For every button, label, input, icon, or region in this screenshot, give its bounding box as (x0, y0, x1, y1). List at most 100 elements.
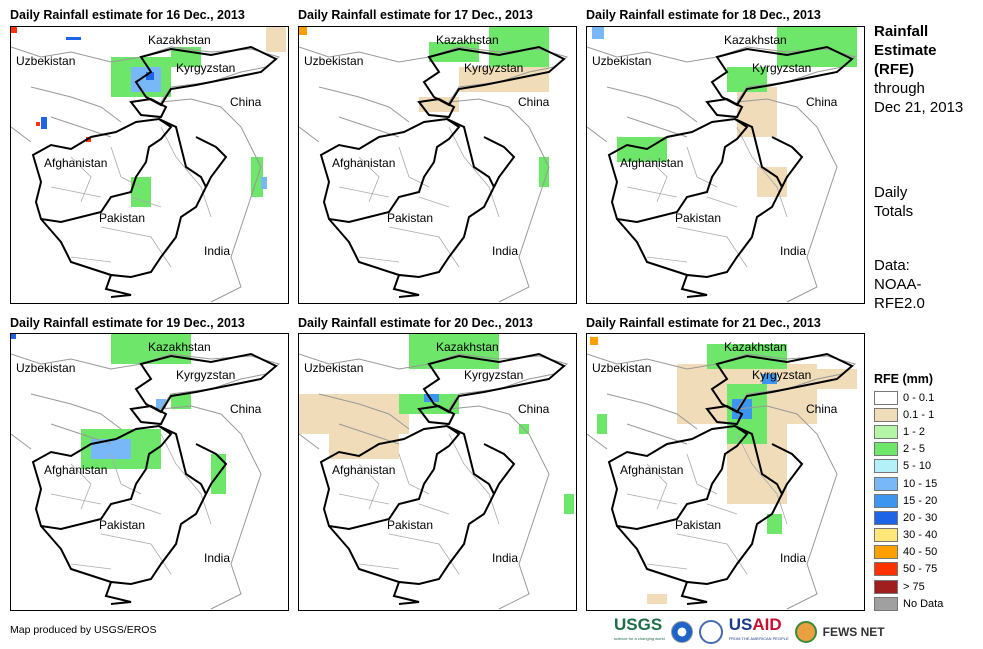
legend-swatch (874, 424, 898, 439)
legend-swatch (874, 493, 898, 508)
legend-swatch (874, 510, 898, 525)
legend-item: 50 - 75 (874, 561, 943, 578)
legend-title: RFE (mm) (874, 372, 934, 386)
legend-swatch (874, 596, 898, 611)
country-label-uzbekistan: Uzbekistan (16, 54, 76, 68)
legend-swatch (874, 390, 898, 405)
usaid-tagline: FROM THE AMERICAN PEOPLE (728, 636, 789, 641)
usgs-text: USGS (614, 615, 663, 634)
country-label-afghanistan: Afghanistan (620, 463, 684, 477)
country-label-india: India (780, 551, 807, 565)
legend-label: 15 - 20 (903, 494, 938, 507)
noaa-logo-icon (670, 621, 693, 643)
partner-logos: USGS science for a changing world USAID … (614, 615, 885, 646)
panel-title: Daily Rainfall estimate for 19 Dec., 201… (10, 316, 245, 330)
totals-text: Totals (874, 203, 914, 220)
country-label-kyrgyzstan: Kyrgyzstan (176, 368, 236, 382)
country-label-china: China (230, 402, 262, 416)
country-label-kyrgyzstan: Kyrgyzstan (464, 61, 524, 75)
legend-swatch (874, 407, 898, 422)
legend-item: 1 - 2 (874, 423, 943, 440)
legend-item: 0.1 - 1 (874, 406, 943, 423)
country-label-afghanistan: Afghanistan (620, 156, 684, 170)
legend-label: 0 - 0.1 (903, 391, 935, 404)
heading-line: Estimate (874, 42, 937, 59)
country-label-uzbekistan: Uzbekistan (592, 361, 652, 375)
country-label-kazakhstan: Kazakhstan (724, 33, 787, 47)
legend-label: 5 - 10 (903, 460, 932, 473)
map-panel-dec-21: Kazakhstan Uzbekistan Kyrgyzstan China Afgha… (586, 333, 865, 611)
through-date: Dec 21, 2013 (874, 99, 964, 116)
panel-title: Daily Rainfall estimate for 21 Dec., 201… (586, 316, 821, 330)
country-label-china: China (518, 95, 550, 109)
country-label-china: China (230, 95, 262, 109)
map-panel-dec-20: Kazakhstan Uzbekistan Kyrgyzstan China Afgha… (298, 333, 577, 611)
legend-item: 2 - 5 (874, 441, 943, 458)
panel-title: Daily Rainfall estimate for 20 Dec., 201… (298, 316, 533, 330)
country-label-afghanistan: Afghanistan (44, 156, 108, 170)
usgs-logo: USGS science for a changing world (614, 615, 665, 646)
fews-net-text: FEWS NET (822, 625, 885, 639)
legend-item: 5 - 10 (874, 458, 943, 475)
legend-swatch (874, 579, 898, 594)
country-label-pakistan: Pakistan (387, 211, 434, 225)
legend-item: 20 - 30 (874, 509, 943, 526)
map-panel-dec-16: Kazakhstan Uzbekistan Kyrgyzstan China Afgha… (10, 26, 289, 304)
rainfall-map (299, 27, 568, 303)
rainfall-map (299, 334, 574, 610)
legend-swatch (874, 562, 898, 577)
usaid-text: USAID (728, 615, 782, 634)
legend-item: 0 - 0.1 (874, 389, 943, 406)
through-text: through (874, 80, 925, 97)
legend-swatch (874, 528, 898, 543)
country-label-china: China (518, 402, 550, 416)
country-label-kazakhstan: Kazakhstan (148, 33, 211, 47)
usgs-tagline: science for a changing world (614, 636, 665, 641)
legend-swatch (874, 476, 898, 491)
legend-swatch (874, 545, 898, 560)
legend-item: 10 - 15 (874, 475, 943, 492)
country-label-afghanistan: Afghanistan (332, 463, 396, 477)
map-panel-dec-18: Kazakhstan Uzbekistan Kyrgyzstan China Afgha… (586, 26, 865, 304)
country-label-afghanistan: Afghanistan (332, 156, 396, 170)
legend-label: > 75 (903, 580, 925, 593)
country-label-kazakhstan: Kazakhstan (724, 340, 787, 354)
legend-item: No Data (874, 595, 943, 612)
country-label-kyrgyzstan: Kyrgyzstan (752, 368, 812, 382)
usaid-logo: USAID FROM THE AMERICAN PEOPLE (728, 615, 789, 646)
legend-label: 30 - 40 (903, 529, 938, 542)
country-label-pakistan: Pakistan (99, 518, 146, 532)
country-label-uzbekistan: Uzbekistan (304, 361, 364, 375)
country-label-uzbekistan: Uzbekistan (304, 54, 364, 68)
legend-label: 50 - 75 (903, 563, 938, 576)
heading-line: Rainfall (874, 23, 929, 40)
figure-heading: Rainfall Estimate (RFE) through Dec 21, … (874, 22, 963, 117)
legend-label: 40 - 50 (903, 546, 938, 559)
country-label-kazakhstan: Kazakhstan (436, 340, 499, 354)
legend-label: 0.1 - 1 (903, 408, 935, 421)
country-label-kyrgyzstan: Kyrgyzstan (464, 368, 524, 382)
source-text: NOAA- (874, 276, 922, 293)
country-label-china: China (806, 402, 838, 416)
map-panel-dec-17: Kazakhstan Uzbekistan Kyrgyzstan China Afgha… (298, 26, 577, 304)
panel-title: Daily Rainfall estimate for 18 Dec., 201… (586, 8, 821, 22)
period-note: Daily Totals (874, 183, 913, 221)
country-label-india: India (492, 244, 519, 258)
panel-title: Daily Rainfall estimate for 17 Dec., 201… (298, 8, 533, 22)
source-text: RFE2.0 (874, 295, 925, 312)
country-label-india: India (204, 244, 231, 258)
country-label-india: India (780, 244, 807, 258)
country-label-india: India (492, 551, 519, 565)
data-source: Data: NOAA- RFE2.0 (874, 256, 925, 313)
legend-item: 15 - 20 (874, 492, 943, 509)
rainfall-map (587, 337, 857, 610)
rainfall-map (11, 27, 286, 303)
country-label-kyrgyzstan: Kyrgyzstan (752, 61, 812, 75)
usaid-seal-icon (698, 620, 723, 644)
legend: RFE (mm) 0 - 0.1 0.1 - 1 1 - 2 2 - 5 5 - 10 1… (874, 372, 943, 612)
country-label-pakistan: Pakistan (675, 211, 722, 225)
rainfall-map (587, 27, 857, 303)
country-label-pakistan: Pakistan (99, 211, 146, 225)
legend-item: 40 - 50 (874, 544, 943, 561)
